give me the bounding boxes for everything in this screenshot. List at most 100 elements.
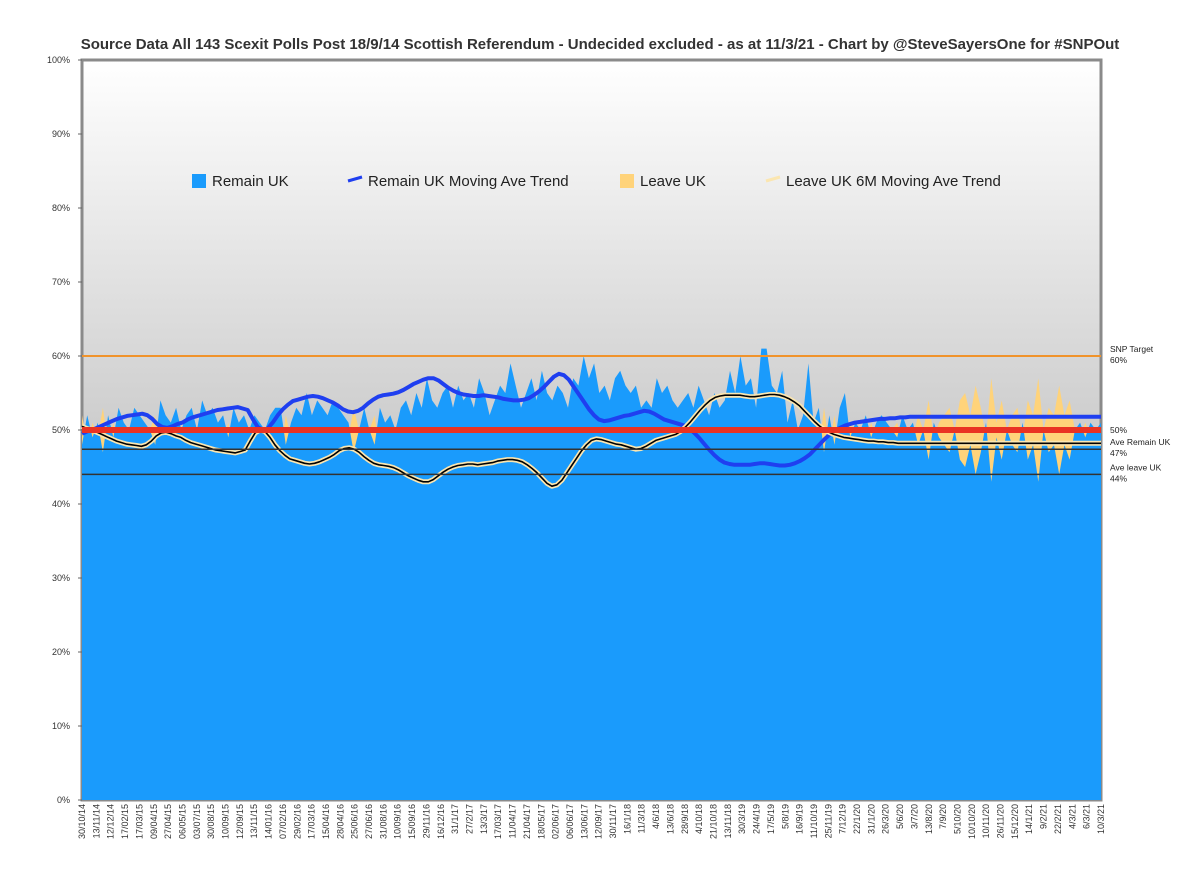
x-tick-label: 14/1/21 <box>1024 804 1034 834</box>
x-tick-label: 31/1/20 <box>866 804 876 834</box>
x-tick-label: 12/12/14 <box>106 804 116 839</box>
x-tick-label: 22/1/20 <box>852 804 862 834</box>
x-tick-label: 07/02/16 <box>278 804 288 839</box>
x-tick-label: 17/03/17 <box>493 804 503 839</box>
x-tick-label: 25/11/19 <box>823 804 833 838</box>
y-tick-label: 60% <box>52 351 70 361</box>
legend-label: Remain UK Moving Ave Trend <box>368 173 569 190</box>
x-tick-label: 4/6/18 <box>651 804 661 829</box>
x-tick-label: 18/05/17 <box>536 804 546 839</box>
x-tick-label: 30/11/17 <box>608 804 618 838</box>
x-tick-label: 10/09/15 <box>221 804 231 839</box>
x-tick-label: 27/06/16 <box>364 804 374 839</box>
legend-swatch <box>620 174 634 188</box>
x-tick-label: 10/10/20 <box>967 804 977 839</box>
x-tick-label: 02/06/17 <box>551 804 561 839</box>
x-tick-label: 17/02/15 <box>120 804 130 839</box>
reference-label: SNP Target <box>1110 344 1154 354</box>
legend-swatch <box>192 174 206 188</box>
reference-value: 44% <box>1110 473 1127 483</box>
legend-line-swatch <box>765 175 781 183</box>
x-tick-label: 03/07/15 <box>192 804 202 839</box>
leave-uk-trend-line <box>81 393 1101 487</box>
x-tick-label: 10/11/20 <box>981 804 991 838</box>
y-tick-label: 70% <box>52 277 70 287</box>
x-tick-label: 15/04/16 <box>321 804 331 839</box>
y-tick-label: 100% <box>47 55 70 65</box>
x-tick-label: 09/04/15 <box>149 804 159 839</box>
x-tick-label: 5/10/20 <box>952 804 962 834</box>
x-tick-label: 14/01/16 <box>264 804 274 839</box>
x-tick-label: 22/2/21 <box>1053 804 1063 834</box>
x-tick-label: 13/6/18 <box>665 804 675 834</box>
x-tick-label: 16/9/19 <box>795 804 805 834</box>
y-tick-label: 40% <box>52 499 70 509</box>
x-tick-label: 21/10/18 <box>708 804 718 839</box>
reference-value: 47% <box>1110 448 1127 458</box>
x-tick-label: 10/3/21 <box>1096 804 1106 834</box>
x-tick-label: 13/11/14 <box>91 804 101 838</box>
reference-label: Ave Remain UK <box>1110 437 1171 447</box>
x-tick-label: 27/04/15 <box>163 804 173 839</box>
x-tick-label: 16/1/18 <box>622 804 632 834</box>
remain-uk-area <box>82 348 1101 800</box>
x-tick-label: 12/09/15 <box>235 804 245 839</box>
legend: Remain UK Remain UK Moving Ave Trend Leave… <box>192 173 1001 190</box>
x-tick-label: 10/09/16 <box>393 804 403 839</box>
y-tick-label: 80% <box>52 203 70 213</box>
remain-uk-trend-line <box>81 371 1101 468</box>
x-tick-label: 5/8/19 <box>780 804 790 829</box>
x-axis: 30/10/14 13/11/14 12/12/14 17/02/15 17/03/15… <box>77 804 1106 839</box>
x-tick-label: 06/05/15 <box>177 804 187 839</box>
series-layer <box>80 348 1101 800</box>
x-tick-label: 4/10/18 <box>694 804 704 834</box>
x-tick-label: 30/3/19 <box>737 804 747 834</box>
legend-line-swatch <box>347 175 363 183</box>
x-tick-label: 17/5/19 <box>766 804 776 834</box>
y-tick-label: 50% <box>52 425 70 435</box>
x-tick-label: 29/02/16 <box>292 804 302 839</box>
y-tick-label: 0% <box>57 795 70 805</box>
legend-label: Leave UK 6M Moving Ave Trend <box>786 173 1001 190</box>
x-tick-label: 15/09/16 <box>407 804 417 839</box>
x-tick-label: 7/9/20 <box>938 804 948 829</box>
x-tick-label: 9/2/21 <box>1039 804 1049 829</box>
x-tick-label: 06/06/17 <box>565 804 575 839</box>
x-tick-label: 25/06/16 <box>350 804 360 839</box>
x-tick-label: 28/04/16 <box>335 804 345 839</box>
reference-label: Ave leave UK <box>1110 462 1162 472</box>
x-tick-label: 24/4/19 <box>752 804 762 834</box>
y-tick-label: 20% <box>52 647 70 657</box>
x-tick-label: 28/9/18 <box>680 804 690 834</box>
y-tick-label: 30% <box>52 573 70 583</box>
x-tick-label: 13/3/17 <box>479 804 489 834</box>
x-tick-label: 30/10/14 <box>77 804 87 839</box>
x-tick-label: 30/08/15 <box>206 804 216 839</box>
x-tick-label: 7/12/19 <box>838 804 848 834</box>
x-tick-label: 13/8/20 <box>924 804 934 834</box>
x-tick-label: 11/04/17 <box>508 804 518 838</box>
x-tick-label: 12/09/17 <box>594 804 604 839</box>
x-tick-label: 4/3/21 <box>1067 804 1077 829</box>
y-tick-label: 90% <box>52 129 70 139</box>
chart-title: Source Data All 143 Scexit Polls Post 18… <box>80 36 1120 53</box>
x-tick-label: 29/11/16 <box>421 804 431 838</box>
y-axis: 0% 10% 20% 30% 40% 50% 60% 70% 80% 90% 100% <box>47 55 82 805</box>
x-tick-label: 21/04/17 <box>522 804 532 839</box>
x-tick-label: 11/10/19 <box>809 804 819 838</box>
x-tick-label: 16/12/16 <box>436 804 446 839</box>
x-tick-label: 6/3/21 <box>1082 804 1092 829</box>
x-tick-label: 26/11/20 <box>996 804 1006 838</box>
y-tick-label: 10% <box>52 721 70 731</box>
legend-label: Leave UK <box>640 173 706 190</box>
x-tick-label: 3/7/20 <box>909 804 919 829</box>
x-tick-label: 13/11/15 <box>249 804 259 838</box>
x-tick-label: 31/08/16 <box>378 804 388 839</box>
x-tick-label: 13/06/17 <box>579 804 589 839</box>
x-tick-label: 11/3/18 <box>637 804 647 833</box>
x-tick-label: 27/2/17 <box>465 804 475 834</box>
x-tick-label: 17/03/15 <box>134 804 144 839</box>
reference-value: 50% <box>1110 425 1127 435</box>
